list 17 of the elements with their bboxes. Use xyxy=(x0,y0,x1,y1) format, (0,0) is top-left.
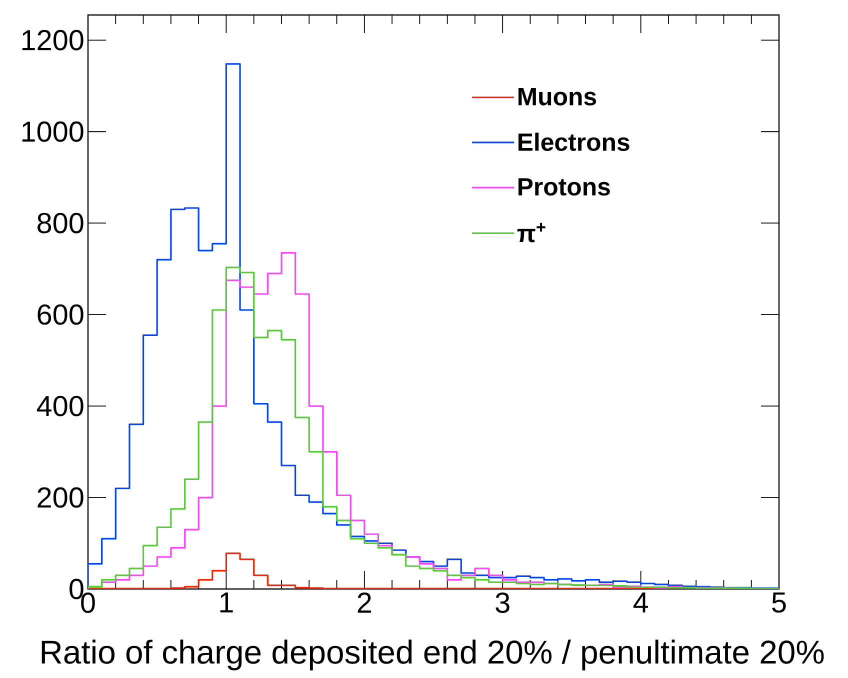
y-tick-label: 1200 xyxy=(22,30,84,50)
x-tick-label: 1 xyxy=(220,592,233,612)
legend-label: π$^{+}$ xyxy=(517,222,546,242)
legend-label: Electrons xyxy=(518,132,630,151)
y-tick-label: 200 xyxy=(38,487,84,508)
x-axis-title: Ratio of charge deposited end 20% / penultimate 20% xyxy=(42,640,824,670)
legend-label: Protons xyxy=(518,178,610,196)
legend-label: Muons xyxy=(518,88,596,106)
x-tick-label: 3 xyxy=(496,592,510,613)
y-tick-label: 400 xyxy=(36,396,84,416)
y-tick-label: 600 xyxy=(38,304,84,325)
y-tick-label: 1000 xyxy=(22,121,84,142)
x-tick-label: 5 xyxy=(772,592,786,613)
y-tick-label: 800 xyxy=(38,212,84,234)
x-tick-label: 4 xyxy=(633,592,648,612)
y-tick-label: 0 xyxy=(70,578,84,600)
x-tick-label: 2 xyxy=(358,592,371,613)
